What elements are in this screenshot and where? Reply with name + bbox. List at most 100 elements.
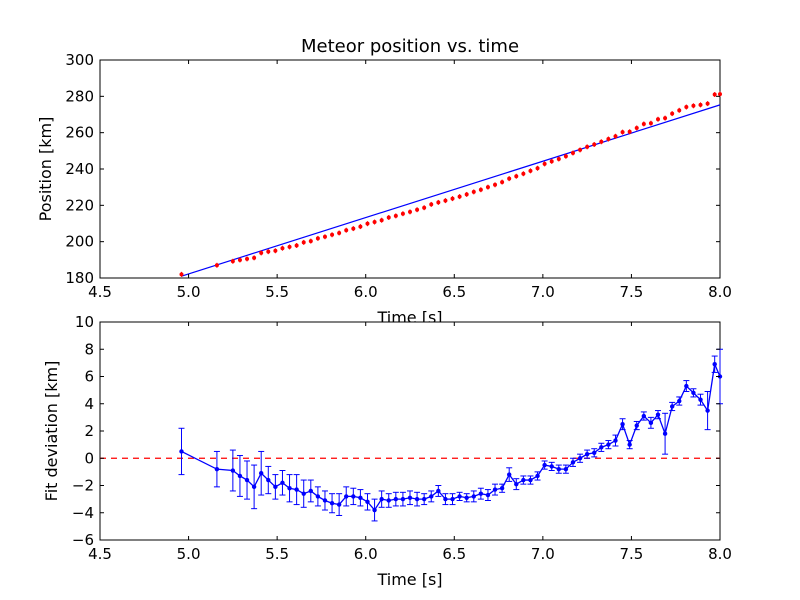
deviation-point [662, 431, 668, 436]
deviation-point [436, 488, 441, 494]
position-point [266, 249, 271, 254]
deviation-point [478, 491, 484, 496]
position-point [599, 139, 604, 144]
x-tick-label: 4.5 [88, 283, 112, 301]
y-tick-label: 300 [65, 51, 94, 69]
deviation-point [322, 498, 328, 503]
y-tick-label: −4 [72, 504, 94, 522]
deviation-y-axis-label: Fit deviation [km] [42, 361, 61, 502]
y-tick-label: 220 [65, 196, 94, 214]
position-point [549, 159, 554, 164]
position-chart-frame [99, 59, 721, 279]
deviation-point [336, 502, 342, 507]
position-point [287, 244, 292, 249]
position-point [578, 147, 583, 152]
position-point [542, 161, 547, 166]
x-tick-label: 6.5 [442, 545, 466, 563]
deviation-point [528, 477, 533, 483]
deviation-point [294, 487, 299, 492]
y-tick-label: 10 [75, 313, 94, 331]
position-chart-title: Meteor position vs. time [301, 36, 519, 57]
position-point [563, 154, 568, 159]
deviation-point [179, 449, 184, 454]
x-tick-label: 8.0 [708, 283, 732, 301]
deviation-point [315, 494, 321, 499]
position-point [698, 102, 703, 107]
position-point [179, 272, 184, 277]
position-point [471, 189, 476, 194]
position-point [330, 232, 335, 237]
position-point [656, 117, 660, 122]
position-point [436, 200, 441, 205]
deviation-point [584, 451, 590, 457]
deviation-point [414, 496, 420, 502]
position-point [528, 168, 533, 173]
deviation-point [521, 477, 526, 483]
deviation-chart-frame [99, 321, 721, 541]
position-point [351, 226, 356, 231]
deviation-point [329, 501, 335, 506]
x-tick-label: 7.5 [619, 283, 643, 301]
deviation-point [577, 456, 583, 461]
deviation-points-layer [179, 362, 723, 513]
deviation-x-axis-label: Time [s] [376, 570, 442, 589]
deviation-point [372, 507, 377, 513]
position-point [400, 211, 405, 216]
deviation-point [457, 494, 462, 499]
deviation-point [421, 496, 427, 502]
position-point [280, 246, 285, 251]
position-point [485, 185, 490, 190]
x-tick-label: 8.0 [708, 545, 732, 563]
position-point [570, 151, 575, 156]
x-tick-label: 5.5 [265, 283, 289, 301]
position-point [493, 182, 498, 187]
deviation-point [230, 468, 236, 473]
deviation-point [344, 494, 349, 499]
position-point [422, 205, 427, 210]
x-tick-label: 6.0 [354, 283, 378, 301]
deviation-point [613, 438, 618, 443]
x-tick-label: 5.0 [177, 283, 201, 301]
y-tick-label: 180 [65, 269, 94, 287]
position-point [556, 157, 561, 162]
deviation-point [244, 477, 250, 483]
position-point [237, 258, 242, 263]
deviation-point [648, 420, 654, 426]
deviation-point [471, 494, 476, 499]
position-point [429, 202, 434, 207]
deviation-x-ticks: 4.5 5.0 5.5 6.0 6.5 7.0 7.5 8.0 [88, 322, 732, 563]
deviation-point [301, 491, 306, 496]
position-point [627, 129, 632, 134]
position-point [450, 196, 455, 201]
deviation-point [563, 466, 569, 472]
y-tick-label: 200 [65, 233, 94, 251]
position-point [718, 92, 722, 97]
x-tick-label: 6.0 [354, 545, 378, 563]
deviation-point [535, 473, 540, 479]
deviation-point [308, 488, 313, 494]
deviation-point [266, 477, 271, 483]
deviation-point [259, 471, 264, 476]
position-point [273, 248, 278, 253]
x-tick-label: 6.5 [442, 283, 466, 301]
position-point [691, 103, 696, 108]
position-point [245, 256, 250, 261]
y-tick-label: 260 [65, 124, 94, 142]
position-point [677, 108, 682, 113]
position-point [214, 263, 219, 268]
position-y-axis-label: Position [km] [36, 117, 55, 222]
deviation-point [379, 496, 384, 502]
deviation-point [620, 421, 625, 427]
deviation-chart: 4.5 5.0 5.5 6.0 6.5 7.0 7.5 8.0 −6 −4 −2 0 2 4 6 8 10 T… [42, 313, 732, 589]
deviation-point [499, 486, 505, 491]
x-tick-label: 7.5 [619, 545, 643, 563]
position-point [514, 174, 519, 179]
deviation-point [450, 496, 455, 502]
deviation-point [429, 494, 434, 499]
deviation-point [677, 398, 682, 404]
deviation-point [400, 496, 406, 502]
position-point [585, 144, 590, 149]
position-point [386, 215, 391, 220]
position-point [464, 192, 469, 197]
deviation-point [464, 495, 469, 500]
